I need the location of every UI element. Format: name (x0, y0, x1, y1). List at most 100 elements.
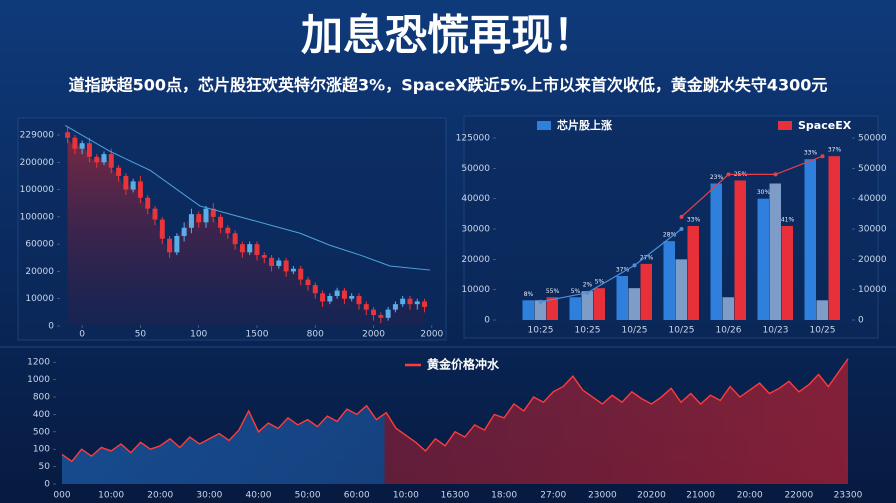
x-tick-label: 10/25 (810, 326, 836, 336)
legend-swatch (778, 121, 792, 130)
bar-label: 5% (571, 288, 581, 295)
y-tick-label: 100000 (20, 185, 55, 195)
trend-line (681, 155, 823, 218)
y-tick-label: 30000 (461, 225, 490, 235)
candle-body (363, 304, 369, 310)
bar (734, 180, 746, 320)
bar-label: 30% (757, 189, 771, 196)
x-tick-label: 10/25 (669, 326, 695, 336)
y-tick-label: 1200 (27, 358, 50, 368)
x-tick-label: 21000 (686, 491, 715, 501)
bar (546, 297, 558, 320)
y-tick-label: 1000 (27, 375, 50, 385)
y-tick-label: 10000 (461, 285, 490, 295)
x-tick-label: 000 (53, 491, 70, 501)
y-tick-label: 125000 (456, 134, 491, 144)
y-tick-label: 40000 (461, 194, 490, 204)
candle-body (174, 235, 180, 253)
candle-body (123, 175, 129, 190)
y-tick-label: 20000 (25, 267, 54, 277)
candle-body (86, 143, 92, 157)
x-tick-label: 1500 (246, 330, 269, 340)
bar-label: 37% (828, 147, 842, 154)
area (62, 358, 848, 484)
bar-label: 8% (524, 291, 534, 298)
x-tick-label: 10/23 (763, 326, 789, 336)
bar (628, 288, 640, 320)
bar (593, 288, 605, 320)
x-tick-label: 23000 (588, 491, 617, 501)
y-tick-label: 50 (39, 462, 51, 472)
candle-body (283, 260, 289, 272)
x-tick-label: 27:00 (540, 491, 566, 501)
y-tick-label: 229000 (20, 131, 55, 141)
candle-body (385, 309, 391, 318)
candle-body (400, 298, 406, 305)
candle-body (232, 233, 238, 245)
page-title: 加息恐慌再现！ (301, 11, 595, 60)
x-tick-label: 10:25 (528, 326, 554, 336)
x-tick-label: 20:00 (147, 491, 173, 501)
price-line (61, 358, 849, 463)
bar (687, 225, 699, 320)
x-tick-label: 0 (79, 330, 85, 340)
y-tick-label: 60000 (25, 240, 54, 250)
x-tick-label: 30:00 (196, 491, 222, 501)
candle-body (378, 315, 384, 318)
bar-label: 41% (781, 216, 795, 223)
bar (804, 159, 816, 320)
y-tick-label: 400 (33, 410, 50, 420)
y-tick-label: 40000 (858, 194, 887, 204)
x-tick-label: 40:00 (246, 491, 272, 501)
x-tick-label: 10:25 (575, 326, 601, 336)
charts: 0100002000060000100000100000200000229000… (20, 118, 887, 501)
candle-body (188, 214, 194, 228)
bar (757, 198, 769, 320)
candle-body (94, 156, 100, 163)
y-tick-label: 20000 (858, 255, 887, 265)
x-tick-label: 100 (190, 330, 207, 340)
y-tick-label: 50000 (858, 134, 887, 144)
x-tick-label: 50:00 (295, 491, 321, 501)
candle-body (167, 238, 173, 253)
bar-label: 27% (640, 254, 654, 261)
x-tick-label: 50 (135, 330, 147, 340)
bar (816, 300, 828, 320)
x-tick-label: 16300 (441, 491, 470, 501)
candle-body (276, 260, 282, 266)
bar-label: 33% (804, 150, 818, 157)
bar (534, 300, 546, 320)
moving-average (64, 125, 431, 271)
x-tick-label: 10:00 (393, 491, 419, 501)
candle-body (312, 285, 318, 294)
candle-body (349, 295, 355, 299)
candle-body (203, 208, 209, 223)
y-tick-label: 10000 (25, 294, 54, 304)
candle-body (152, 208, 158, 220)
y-tick-label: 10000 (858, 285, 887, 295)
x-tick-label: 22000 (785, 491, 814, 501)
bar (722, 297, 734, 320)
candle-body (196, 214, 202, 223)
candle-body (371, 309, 377, 316)
candle-body (298, 268, 304, 280)
candle-body (334, 290, 340, 296)
candle-body (269, 257, 275, 266)
bar (828, 156, 840, 320)
legend-label: 芯片股上涨 (557, 118, 612, 132)
candle-body (79, 143, 85, 149)
x-tick-label: 23300 (834, 491, 863, 501)
candle-body (159, 219, 165, 239)
candle-body (254, 244, 260, 256)
candle-body (72, 137, 78, 149)
candle-body (392, 304, 398, 310)
candle-body (305, 279, 311, 286)
candle-body (247, 244, 253, 253)
candle-body (341, 290, 347, 299)
bar (781, 225, 793, 320)
candle-body (181, 227, 187, 236)
y-tick-label: 0 (44, 480, 50, 490)
candle-body (108, 154, 114, 168)
y-tick-label: 800 (33, 393, 50, 403)
